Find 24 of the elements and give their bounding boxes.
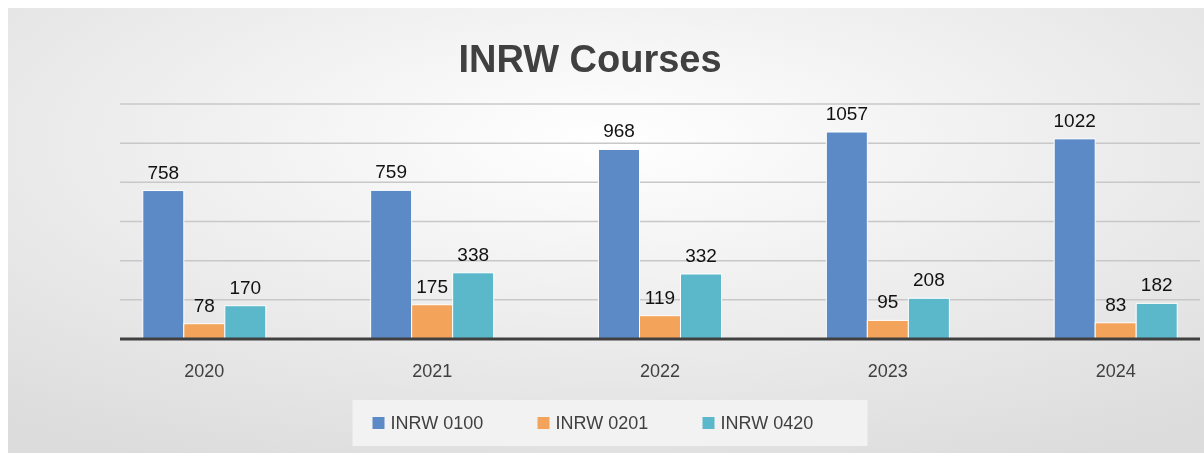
data-label: 1022 bbox=[1053, 109, 1096, 131]
data-label: 83 bbox=[1105, 293, 1127, 315]
x-tick-label: 2024 bbox=[1095, 361, 1136, 381]
legend-label: INRW 0420 bbox=[720, 413, 814, 434]
data-label: 1057 bbox=[825, 103, 868, 124]
data-label: 758 bbox=[147, 161, 180, 183]
data-label: 332 bbox=[685, 244, 717, 266]
data-label: 208 bbox=[913, 269, 945, 291]
data-label: 759 bbox=[375, 161, 407, 183]
x-tick-label: 2020 bbox=[184, 361, 225, 381]
legend-label: INRW 0201 bbox=[555, 413, 649, 434]
x-tick-label: 2021 bbox=[412, 361, 453, 381]
data-label: 968 bbox=[603, 120, 635, 142]
data-label: 119 bbox=[644, 286, 676, 308]
data-label: 78 bbox=[193, 294, 215, 316]
x-tick-label: 2023 bbox=[867, 361, 908, 381]
data-label: 338 bbox=[457, 243, 490, 265]
text: INRW 0100 bbox=[390, 413, 484, 434]
x-tick-label: 2022 bbox=[639, 361, 681, 381]
data-label: 175 bbox=[416, 275, 448, 297]
data-label: 170 bbox=[229, 276, 262, 298]
chart-title: INRW Courses bbox=[458, 38, 722, 80]
data-label: 95 bbox=[877, 291, 899, 313]
data-label: 182 bbox=[1140, 274, 1173, 296]
